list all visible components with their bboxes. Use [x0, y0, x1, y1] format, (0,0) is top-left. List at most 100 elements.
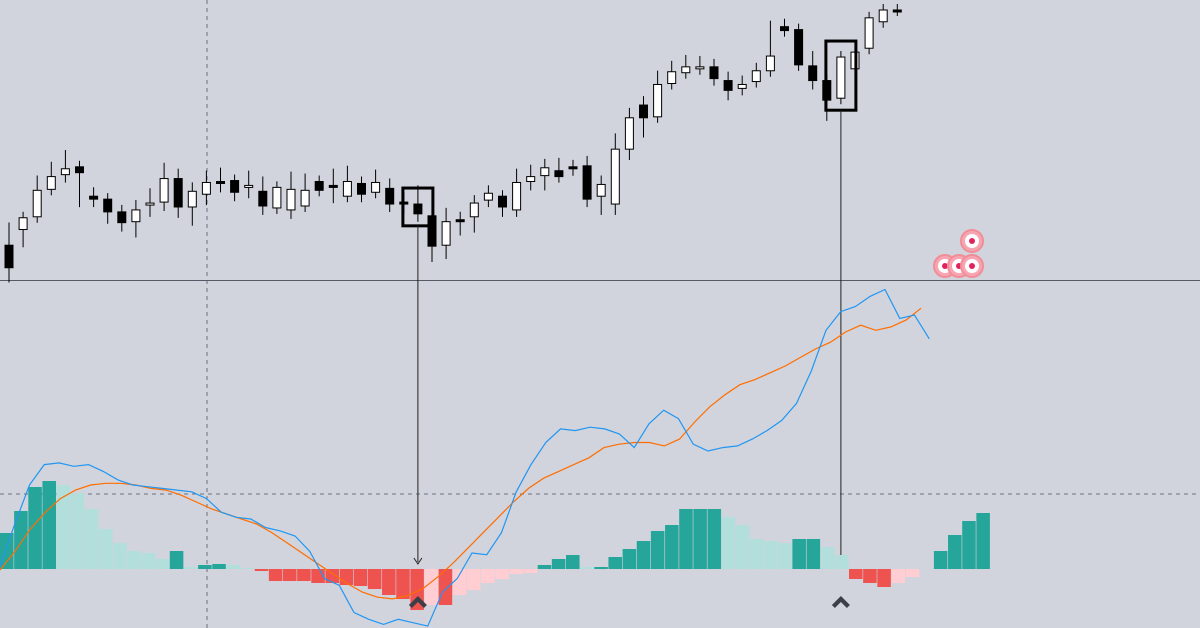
- candle-body: [201, 181, 211, 195]
- candle[interactable]: [596, 175, 606, 215]
- candle[interactable]: [765, 20, 775, 77]
- candle-body: [765, 55, 775, 72]
- candle[interactable]: [723, 71, 733, 101]
- histogram-bar: [113, 543, 127, 569]
- candle[interactable]: [60, 150, 70, 183]
- histogram-bar: [28, 487, 42, 569]
- candle[interactable]: [610, 133, 620, 215]
- candle[interactable]: [131, 200, 141, 238]
- histogram-bar: [226, 565, 240, 569]
- candle[interactable]: [780, 18, 789, 37]
- candle[interactable]: [540, 158, 550, 191]
- histogram-bar: [438, 569, 453, 605]
- candle[interactable]: [864, 11, 874, 55]
- candle[interactable]: [272, 181, 282, 214]
- buy-arrows: [408, 596, 850, 608]
- candle[interactable]: [145, 188, 155, 217]
- histogram-bar: [693, 509, 707, 569]
- candle[interactable]: [582, 155, 592, 208]
- candle[interactable]: [385, 178, 395, 212]
- candle-body: [328, 184, 338, 188]
- candle[interactable]: [512, 168, 522, 217]
- candle-body: [624, 117, 634, 150]
- candle[interactable]: [498, 190, 507, 217]
- candle-body: [498, 195, 507, 208]
- candle[interactable]: [737, 75, 747, 96]
- candle[interactable]: [18, 211, 28, 248]
- candle[interactable]: [709, 58, 719, 86]
- candle[interactable]: [187, 182, 197, 226]
- candle[interactable]: [314, 175, 324, 197]
- macd-pane[interactable]: [0, 288, 990, 627]
- histogram-bar: [254, 569, 269, 571]
- target-marker-icon[interactable]: [960, 254, 984, 278]
- candle[interactable]: [89, 187, 99, 208]
- candle[interactable]: [32, 175, 42, 223]
- candle[interactable]: [751, 62, 761, 88]
- candle[interactable]: [667, 60, 677, 90]
- histogram-bar: [509, 569, 523, 574]
- histogram-bar: [466, 569, 481, 590]
- candle[interactable]: [455, 211, 465, 236]
- candle[interactable]: [653, 70, 663, 123]
- candle[interactable]: [441, 207, 451, 260]
- candle[interactable]: [892, 4, 902, 16]
- candle[interactable]: [300, 173, 310, 212]
- candle[interactable]: [4, 222, 14, 283]
- candle-body: [540, 167, 550, 177]
- histogram-bar: [721, 517, 736, 569]
- candle[interactable]: [371, 169, 381, 199]
- candle[interactable]: [103, 193, 113, 224]
- candle[interactable]: [681, 54, 691, 79]
- price-pane[interactable]: [4, 4, 902, 283]
- candle[interactable]: [286, 171, 296, 219]
- histogram-bar: [240, 568, 255, 569]
- candle-body: [342, 181, 352, 197]
- candle-body: [780, 26, 789, 32]
- candle-body: [709, 66, 719, 80]
- candle-body: [272, 186, 282, 209]
- candle[interactable]: [794, 23, 804, 71]
- candle[interactable]: [878, 4, 888, 28]
- candle[interactable]: [554, 157, 564, 183]
- candle[interactable]: [216, 167, 225, 193]
- signal-line: [0, 307, 922, 600]
- candle-body: [681, 66, 691, 74]
- candle-body: [554, 170, 564, 178]
- candle[interactable]: [808, 51, 818, 90]
- histogram-bar: [834, 555, 849, 569]
- histogram-bar: [127, 551, 141, 569]
- candle-body: [244, 184, 254, 188]
- candle-body: [173, 178, 183, 208]
- candle-body: [878, 9, 888, 23]
- candle-body: [469, 202, 479, 218]
- target-marker-icon[interactable]: [960, 229, 984, 253]
- candle[interactable]: [173, 168, 183, 218]
- candle[interactable]: [244, 170, 254, 199]
- alert-markers[interactable]: 42: [933, 229, 984, 278]
- candle[interactable]: [695, 55, 705, 75]
- candle-body: [187, 190, 197, 208]
- candle[interactable]: [568, 159, 578, 176]
- candle[interactable]: [357, 176, 366, 203]
- candle[interactable]: [639, 96, 648, 138]
- candle[interactable]: [201, 170, 211, 206]
- candle[interactable]: [483, 185, 493, 208]
- candle[interactable]: [159, 162, 169, 212]
- histogram-bar: [877, 569, 891, 587]
- candle[interactable]: [342, 165, 352, 203]
- histogram-bar: [367, 569, 382, 589]
- candle[interactable]: [624, 107, 634, 161]
- candle[interactable]: [117, 204, 127, 232]
- candle[interactable]: [230, 174, 240, 202]
- candle[interactable]: [526, 164, 536, 191]
- candle[interactable]: [75, 160, 84, 208]
- candle[interactable]: [469, 195, 479, 233]
- candle[interactable]: [46, 161, 56, 196]
- candle[interactable]: [328, 168, 338, 204]
- candle[interactable]: [413, 185, 423, 222]
- candle[interactable]: [836, 51, 846, 105]
- candle[interactable]: [258, 176, 268, 215]
